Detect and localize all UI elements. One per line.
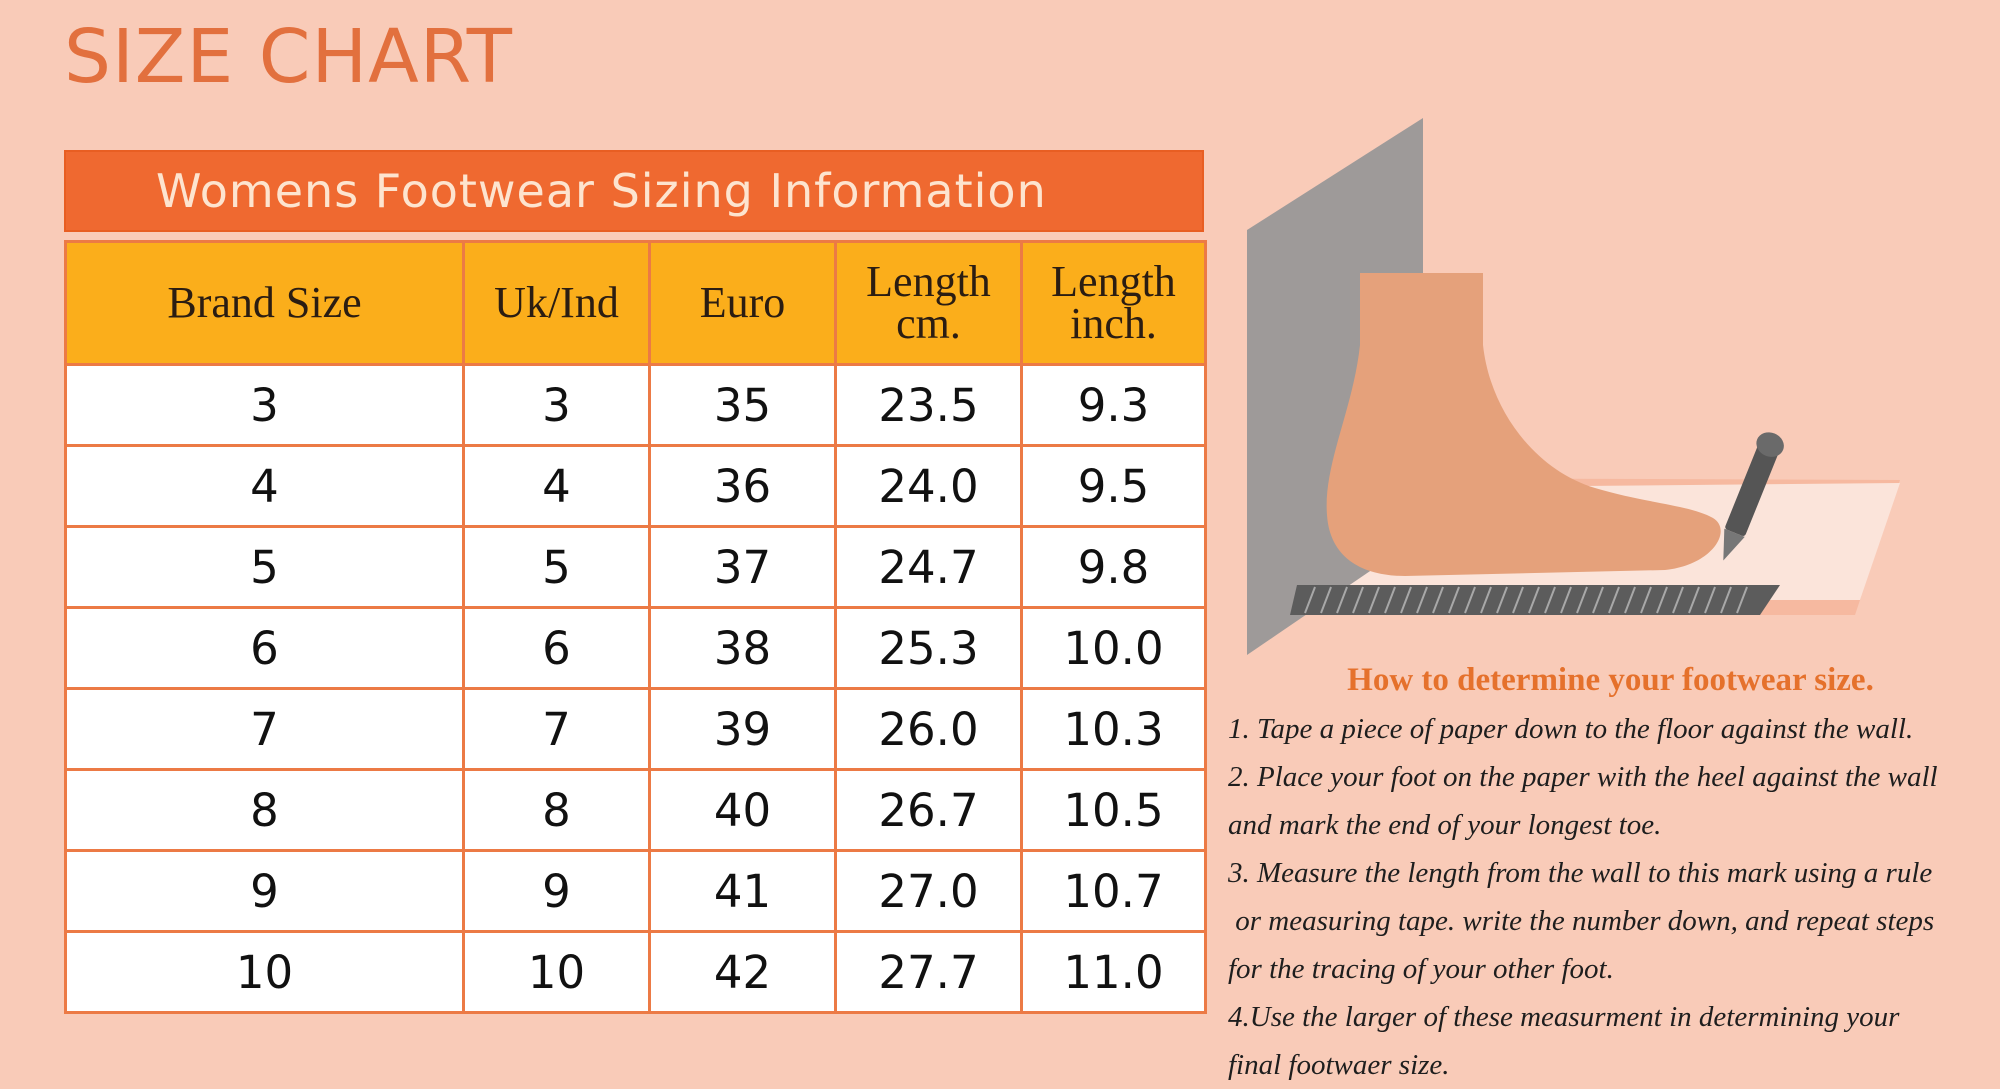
cell-brand-size: 5 <box>64 525 465 609</box>
cell-euro: 38 <box>648 606 837 690</box>
howto-title: How to determine your footwear size. <box>1347 662 1874 698</box>
table-row: 4 4 36 24.0 9.5 <box>64 444 1207 528</box>
cell-length-cm: 26.0 <box>834 687 1023 771</box>
cell-length-inch: 9.3 <box>1020 363 1207 447</box>
header-length-inch: Length inch. <box>1020 240 1207 366</box>
table-banner: Womens Footwear Sizing Information <box>64 150 1204 232</box>
cell-euro: 36 <box>648 444 837 528</box>
cell-uk-ind: 7 <box>462 687 651 771</box>
cell-length-cm: 27.0 <box>834 849 1023 933</box>
cell-brand-size: 3 <box>64 363 465 447</box>
cell-uk-ind: 10 <box>462 930 651 1014</box>
pencil-icon <box>1723 432 1784 561</box>
cell-euro: 41 <box>648 849 837 933</box>
foot-measuring-illustration <box>1247 118 1900 655</box>
table-row: 6 6 38 25.3 10.0 <box>64 606 1207 690</box>
size-table-panel: Womens Footwear Sizing Information Brand… <box>64 150 1207 1014</box>
ruler-ticks <box>1304 586 1748 614</box>
table-row: 9 9 41 27.0 10.7 <box>64 849 1207 933</box>
table-row: 7 7 39 26.0 10.3 <box>64 687 1207 771</box>
cell-uk-ind: 9 <box>462 849 651 933</box>
size-table: Brand Size Uk/Ind Euro Length cm. Length… <box>64 240 1207 1014</box>
howto-step-line: for the tracing of your other foot. <box>1228 953 1614 985</box>
header-euro: Euro <box>648 240 837 366</box>
cell-length-inch: 9.8 <box>1020 525 1207 609</box>
howto-step-line: 3. Measure the length from the wall to t… <box>1228 857 1933 889</box>
howto-step-line: 4.Use the larger of these measurment in … <box>1228 1001 1900 1033</box>
cell-euro: 37 <box>648 525 837 609</box>
cell-length-cm: 24.0 <box>834 444 1023 528</box>
header-length-cm: Length cm. <box>834 240 1023 366</box>
table-row: 8 8 40 26.7 10.5 <box>64 768 1207 852</box>
cell-length-cm: 25.3 <box>834 606 1023 690</box>
header-uk-ind: Uk/Ind <box>462 240 651 366</box>
cell-uk-ind: 8 <box>462 768 651 852</box>
cell-length-inch: 11.0 <box>1020 930 1207 1014</box>
cell-length-inch: 9.5 <box>1020 444 1207 528</box>
howto-step-line: 2. Place your foot on the paper with the… <box>1228 761 1938 793</box>
howto-section: How to determine your footwear size. 1. … <box>1228 662 1993 1089</box>
cell-length-inch: 10.0 <box>1020 606 1207 690</box>
table-row: 5 5 37 24.7 9.8 <box>64 525 1207 609</box>
cell-euro: 39 <box>648 687 837 771</box>
cell-length-inch: 10.7 <box>1020 849 1207 933</box>
cell-brand-size: 7 <box>64 687 465 771</box>
cell-euro: 42 <box>648 930 837 1014</box>
page-title: SIZE CHART <box>64 14 513 100</box>
cell-uk-ind: 3 <box>462 363 651 447</box>
cell-length-inch: 10.5 <box>1020 768 1207 852</box>
cell-brand-size: 10 <box>64 930 465 1014</box>
cell-euro: 35 <box>648 363 837 447</box>
table-row: 10 10 42 27.7 11.0 <box>64 930 1207 1014</box>
cell-uk-ind: 4 <box>462 444 651 528</box>
cell-length-cm: 23.5 <box>834 363 1023 447</box>
cell-brand-size: 6 <box>64 606 465 690</box>
howto-step-line: and mark the end of your longest toe. <box>1228 809 1662 841</box>
howto-step-line: final footwaer size. <box>1228 1049 1450 1081</box>
table-header-row: Brand Size Uk/Ind Euro Length cm. Length… <box>64 240 1207 366</box>
header-brand-size: Brand Size <box>64 240 465 366</box>
cell-uk-ind: 6 <box>462 606 651 690</box>
cell-brand-size: 4 <box>64 444 465 528</box>
howto-step-line: or measuring tape. write the number down… <box>1228 905 1935 937</box>
cell-length-inch: 10.3 <box>1020 687 1207 771</box>
cell-brand-size: 9 <box>64 849 465 933</box>
cell-euro: 40 <box>648 768 837 852</box>
howto-step-line: 1. Tape a piece of paper down to the flo… <box>1228 713 1914 745</box>
table-row: 3 3 35 23.5 9.3 <box>64 363 1207 447</box>
cell-length-cm: 26.7 <box>834 768 1023 852</box>
cell-uk-ind: 5 <box>462 525 651 609</box>
cell-length-cm: 24.7 <box>834 525 1023 609</box>
foot-shape <box>1326 273 1721 576</box>
cell-length-cm: 27.7 <box>834 930 1023 1014</box>
cell-brand-size: 8 <box>64 768 465 852</box>
